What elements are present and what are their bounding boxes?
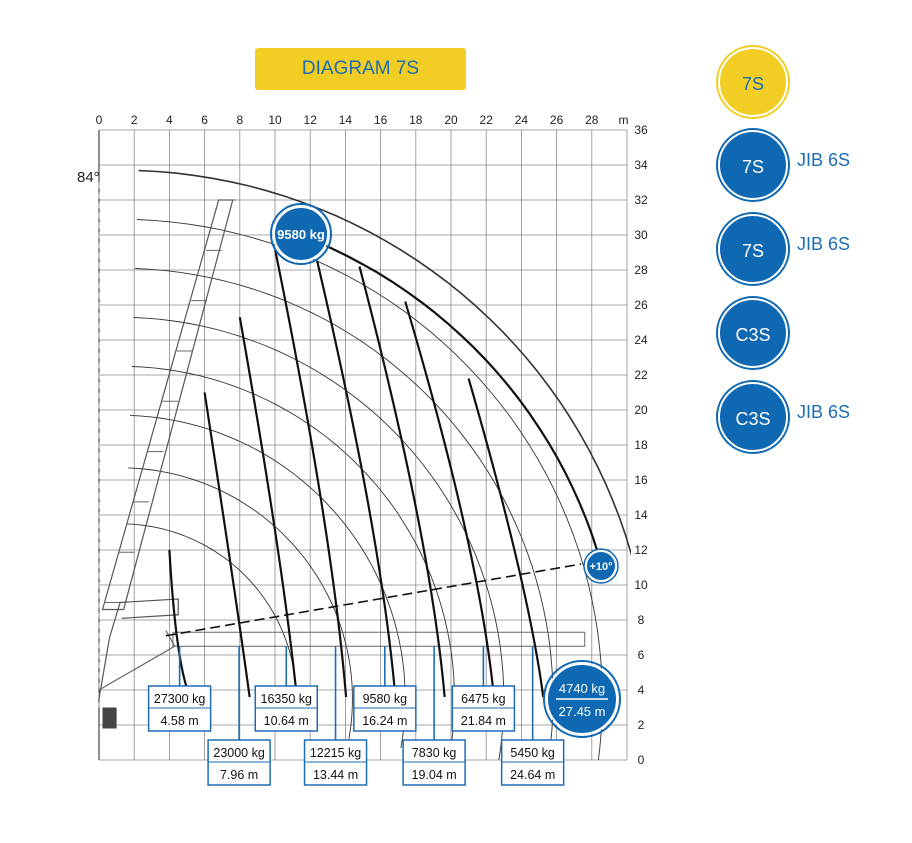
load-reach: 19.04 m bbox=[412, 768, 457, 782]
chart-axes: 0 2 4 6 8 10 12 14 16 18 20 22 24 26 28 m02468101214161… bbox=[96, 113, 648, 767]
load-value: 6475 kg bbox=[461, 692, 506, 706]
radius-arcs bbox=[126, 169, 631, 760]
x-tick-label: 2 bbox=[131, 113, 138, 127]
crane-drawing bbox=[98, 130, 586, 760]
crane-base bbox=[98, 598, 179, 699]
y-tick-label: 20 bbox=[634, 403, 648, 417]
y-tick-label: 8 bbox=[638, 613, 645, 627]
x-tick-label: 12 bbox=[304, 113, 318, 127]
x-tick-label: 0 bbox=[96, 113, 103, 127]
x-tick-label: 24 bbox=[515, 113, 529, 127]
y-tick-label: 16 bbox=[634, 473, 648, 487]
load-value: 9580 kg bbox=[363, 692, 408, 706]
load-curves bbox=[168, 248, 545, 698]
y-tick-label: 14 bbox=[634, 508, 648, 522]
x-tick-label: 26 bbox=[550, 113, 564, 127]
load-reach: 13.44 m bbox=[313, 768, 358, 782]
peak-load-text: 9580 kg bbox=[277, 227, 325, 242]
menu-circle: 7S bbox=[718, 130, 788, 200]
y-tick-label: 6 bbox=[638, 648, 645, 662]
x-tick-label: 14 bbox=[339, 113, 353, 127]
load-reach: 16.24 m bbox=[362, 714, 407, 728]
menu-circle: 7S bbox=[718, 47, 788, 117]
load-curve bbox=[238, 317, 298, 698]
x-tick-label: 16 bbox=[374, 113, 388, 127]
menu-circle: C3S bbox=[718, 298, 788, 368]
min-angle-dashed-line bbox=[165, 563, 582, 637]
boom bbox=[101, 199, 234, 611]
lower-arm bbox=[98, 630, 176, 691]
x-tick-label: 22 bbox=[480, 113, 494, 127]
y-tick-label: 18 bbox=[634, 438, 648, 452]
menu-label: JIB 6S bbox=[797, 150, 851, 170]
menu-circle: C3S bbox=[718, 382, 788, 452]
load-curve bbox=[404, 301, 496, 698]
y-tick-label: 32 bbox=[634, 193, 648, 207]
x-tick-label: 28 bbox=[585, 113, 599, 127]
envelope-arc bbox=[282, 227, 604, 571]
min-angle-text: +10° bbox=[589, 561, 612, 573]
x-unit-label: m bbox=[618, 113, 628, 127]
max-reach-badge: 4740 kg 27.45 m bbox=[543, 660, 621, 738]
y-tick-label: 36 bbox=[634, 123, 648, 137]
max-reach-load: 4740 kg bbox=[559, 681, 605, 696]
y-tick-label: 26 bbox=[634, 298, 648, 312]
y-tick-label: 34 bbox=[634, 158, 648, 172]
menu-label: JIB 6S bbox=[797, 402, 851, 422]
load-labels: 27300 kg 4.58 m 23000 kg 7.96 m 16350 kg 10.6… bbox=[147, 646, 565, 786]
load-curve bbox=[203, 392, 251, 698]
min-angle-badge: +10° bbox=[583, 548, 619, 584]
chart-grid bbox=[98, 129, 628, 761]
max-reach-distance: 27.45 m bbox=[559, 704, 606, 719]
load-value: 16350 kg bbox=[261, 692, 312, 706]
horizontal-arm bbox=[172, 631, 586, 647]
load-curve bbox=[316, 260, 397, 698]
y-tick-label: 28 bbox=[634, 263, 648, 277]
load-value: 5450 kg bbox=[510, 746, 555, 760]
y-tick-label: 4 bbox=[638, 683, 645, 697]
x-tick-label: 6 bbox=[201, 113, 208, 127]
max-angle-label: 84° bbox=[77, 169, 100, 186]
load-reach: 24.64 m bbox=[510, 768, 555, 782]
y-tick-label: 0 bbox=[638, 753, 645, 767]
y-tick-label: 10 bbox=[634, 578, 648, 592]
radius-arc bbox=[133, 317, 505, 760]
load-curve bbox=[273, 248, 348, 698]
peak-load-badge: 9580 kg bbox=[270, 203, 332, 265]
radius-arc bbox=[128, 467, 353, 739]
x-tick-label: 18 bbox=[409, 113, 423, 127]
y-tick-label: 2 bbox=[638, 718, 645, 732]
load-value: 27300 kg bbox=[154, 692, 205, 706]
load-curve bbox=[358, 266, 446, 698]
radius-arc bbox=[138, 169, 631, 557]
y-tick-label: 22 bbox=[634, 368, 648, 382]
load-value: 12215 kg bbox=[310, 746, 361, 760]
radius-arc bbox=[131, 366, 455, 757]
load-value: 23000 kg bbox=[213, 746, 264, 760]
x-tick-label: 8 bbox=[236, 113, 243, 127]
load-curve bbox=[467, 378, 545, 698]
y-tick-label: 30 bbox=[634, 228, 648, 242]
x-tick-label: 20 bbox=[444, 113, 458, 127]
load-reach: 21.84 m bbox=[461, 714, 506, 728]
y-tick-label: 12 bbox=[634, 543, 648, 557]
x-tick-label: 10 bbox=[268, 113, 282, 127]
menu-circle: 7S bbox=[718, 214, 788, 284]
y-tick-label: 24 bbox=[634, 333, 648, 347]
load-value: 7830 kg bbox=[412, 746, 457, 760]
diagram-title: DIAGRAM 7S bbox=[255, 48, 466, 90]
radius-arc bbox=[135, 268, 554, 760]
x-tick-label: 4 bbox=[166, 113, 173, 127]
load-reach: 4.58 m bbox=[160, 714, 198, 728]
load-reach: 10.64 m bbox=[264, 714, 309, 728]
crane-mount bbox=[102, 707, 117, 729]
menu-label: JIB 6S bbox=[797, 234, 851, 254]
load-reach: 7.96 m bbox=[220, 768, 258, 782]
